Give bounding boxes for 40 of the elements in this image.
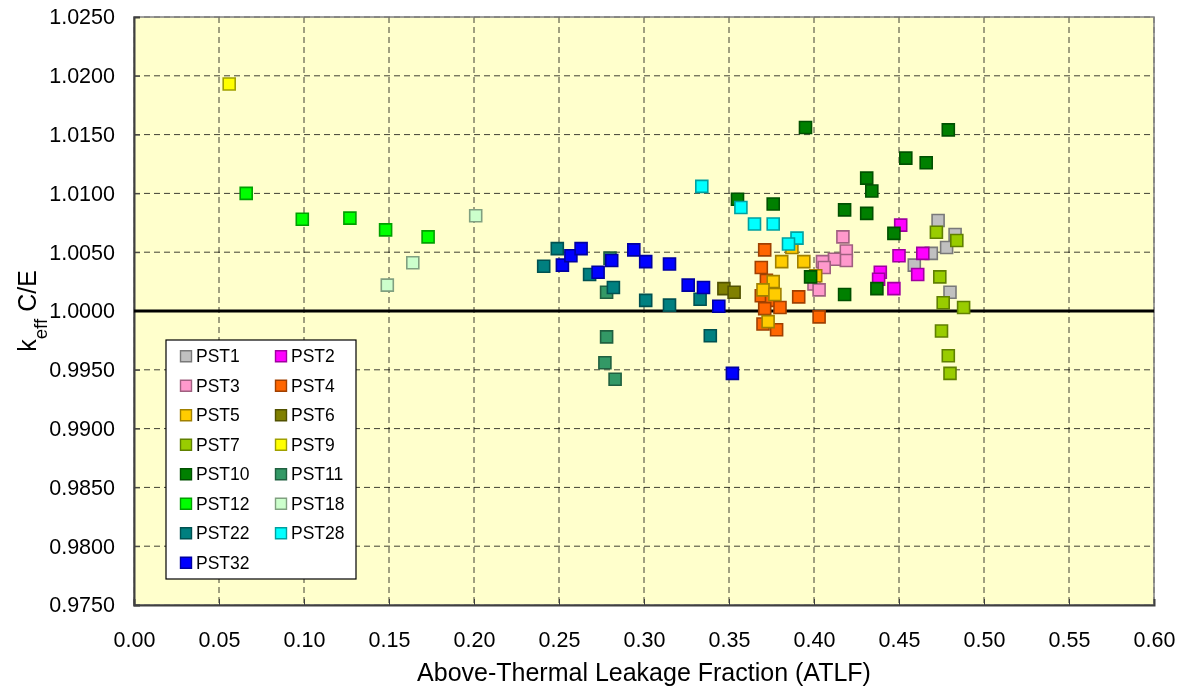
y-tick-label: 1.0200 [49,64,116,89]
x-tick-label: 0.10 [283,628,326,653]
y-tick-label: 1.0050 [49,240,116,265]
y-tick-label: 0.9950 [49,358,116,383]
y-tick-label: 1.0100 [49,181,116,206]
y-tick-label: 0.9900 [49,416,116,441]
y-tick-label: 0.9750 [49,593,116,618]
x-tick-label: 0.45 [878,628,921,653]
legend-label: PST6 [291,405,335,426]
legend-label: PST18 [291,493,345,514]
legend-label: PST3 [196,375,240,396]
legend-label: PST28 [291,523,345,544]
legend-label: PST10 [196,464,250,485]
x-tick-label: 0.05 [198,628,241,653]
x-tick-label: 0.60 [1133,628,1176,653]
x-tick-label: 0.35 [708,628,751,653]
x-tick-label: 0.40 [793,628,836,653]
legend-label: PST2 [291,346,335,367]
legend-label: PST22 [196,523,250,544]
x-tick-label: 0.15 [368,628,411,653]
legend-label: PST11 [291,464,344,485]
legend-label: PST1 [196,346,240,367]
y-tick-label: 0.9800 [49,534,116,559]
x-tick-label: 0.00 [113,628,156,653]
y-tick-label: 0.9850 [49,475,116,500]
legend-label: PST9 [291,434,335,455]
x-tick-label: 0.55 [1048,628,1091,653]
x-tick-label: 0.25 [538,628,581,653]
x-tick-label: 0.30 [623,628,666,653]
legend-label: PST4 [291,375,336,396]
y-tick-label: 1.0250 [49,5,116,30]
x-axis-title: Above-Thermal Leakage Fraction (ATLF) [417,658,871,686]
x-tick-label: 0.50 [963,628,1006,653]
legend-label: PST32 [196,552,250,573]
y-tick-label: 1.0000 [49,299,116,324]
x-tick-label: 0.20 [453,628,496,653]
legend-label: PST12 [196,493,250,514]
legend-label: PST7 [196,434,240,455]
legend-label: PST5 [196,405,240,426]
y-tick-label: 1.0150 [49,122,116,147]
